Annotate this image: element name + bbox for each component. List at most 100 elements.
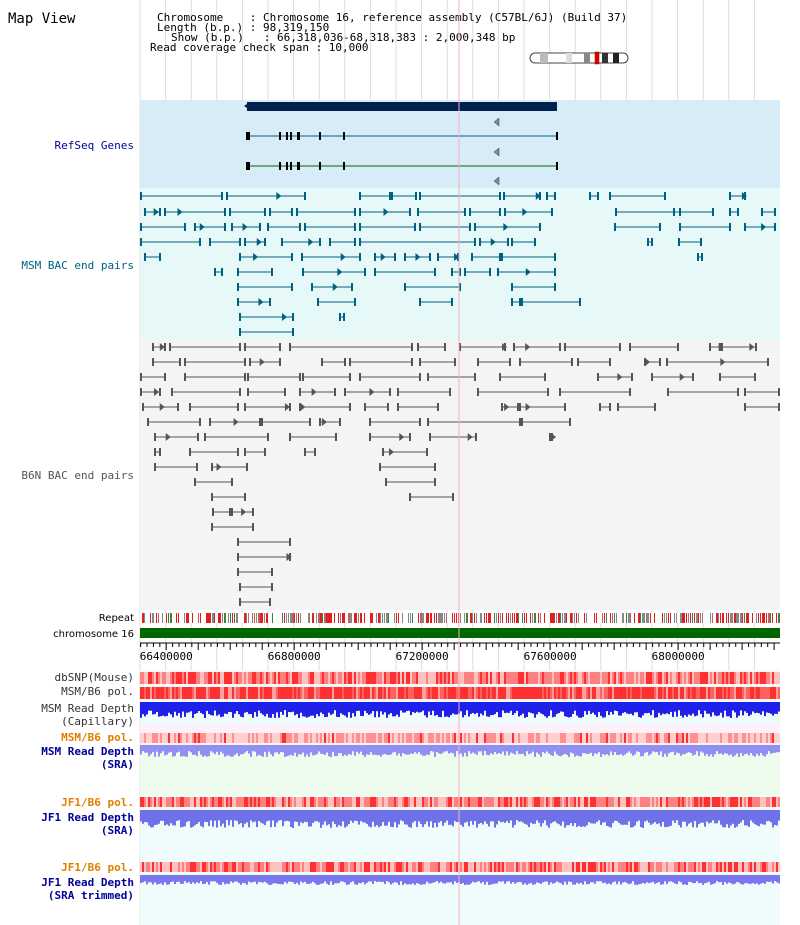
dbsnp-cell	[718, 672, 720, 684]
msm-depth-sra-bar	[514, 745, 516, 755]
label-jf1-pol-2[interactable]: JF1/B6 pol.	[61, 861, 134, 874]
label-msm-depth-cap-2[interactable]: (Capillary)	[61, 715, 134, 728]
msm-pol-1-cell	[270, 687, 272, 699]
jf1-pol-2-cell	[354, 862, 356, 872]
repeat-element	[668, 613, 669, 623]
polymorphism-tracks[interactable]	[140, 672, 780, 872]
msm-depth-sra-bar	[608, 745, 610, 756]
msm-pol-2-cell	[730, 733, 732, 743]
jf1-pol-1-cell	[526, 797, 528, 807]
dbsnp-cell	[594, 672, 596, 684]
msm-depth-sra-bar	[616, 745, 618, 755]
label-jf1-depth-trim-1[interactable]: JF1 Read Depth	[41, 876, 134, 889]
msm-pol-1-cell	[220, 687, 222, 699]
msm-pol-1-cell	[176, 687, 178, 699]
label-msm-depth-sra-1[interactable]: MSM Read Depth	[41, 745, 134, 758]
msm-pol-2-cell	[464, 733, 466, 743]
jf1-depth-trim-bar	[520, 875, 522, 883]
msm-depth-cap-bar	[366, 702, 368, 714]
dbsnp-cell	[300, 672, 302, 684]
msm-bac-track[interactable]	[140, 192, 776, 336]
jf1-pol-1-cell	[584, 797, 586, 807]
label-msm-depth-cap-1[interactable]: MSM Read Depth	[41, 702, 134, 715]
jf1-depth-trim-bar	[572, 875, 574, 885]
jf1-depth-sra-bar	[772, 810, 774, 828]
jf1-pol-1-cell	[294, 797, 296, 807]
label-msm-depth-sra-2[interactable]: (SRA)	[101, 758, 134, 771]
msm-bac-pair-end	[264, 238, 266, 246]
read-depth-tracks[interactable]	[140, 702, 780, 885]
jf1-pol-1-cell	[528, 797, 530, 807]
msm-pol-2-cell	[314, 733, 316, 743]
dbsnp-cell	[710, 672, 712, 684]
dbsnp-cell	[330, 672, 332, 684]
dbsnp-cell	[332, 672, 334, 684]
msm-pol-1-cell	[760, 687, 762, 699]
dbsnp-cell	[418, 672, 420, 684]
msm-depth-cap-bar	[530, 702, 532, 713]
jf1-pol-1-cell	[186, 797, 188, 807]
label-jf1-pol-1[interactable]: JF1/B6 pol.	[61, 796, 134, 809]
b6n-bac-pair-end	[434, 463, 436, 471]
label-msm-pol-1[interactable]: MSM/B6 pol.	[61, 685, 134, 698]
label-dbsnp[interactable]: dbSNP(Mouse)	[55, 671, 134, 684]
jf1-pol-1-cell	[644, 797, 646, 807]
label-jf1-depth-trim-2[interactable]: (SRA trimmed)	[48, 889, 134, 902]
msm-depth-sra-bar	[382, 745, 384, 755]
msm-bac-pair-end	[224, 208, 226, 216]
msm-pol-1-cell	[634, 687, 636, 699]
jf1-pol-2-cell	[552, 862, 554, 872]
jf1-pol-1-cell	[260, 797, 262, 807]
msm-depth-cap-bar	[494, 702, 496, 715]
jf1-pol-1-cell	[276, 797, 278, 807]
repeat-element	[614, 613, 615, 623]
msm-pol-1-cell	[352, 687, 354, 699]
jf1-depth-sra-bar	[636, 810, 638, 822]
msm-depth-sra-bar	[682, 745, 684, 755]
repeat-element	[342, 613, 344, 623]
label-b6n-bac[interactable]: B6N BAC end pairs	[21, 469, 134, 482]
msm-pol-1-cell	[376, 687, 378, 699]
label-refseq[interactable]: RefSeq Genes	[55, 139, 134, 152]
jf1-pol-2-cell	[490, 862, 492, 872]
jf1-pol-1-cell	[384, 797, 386, 807]
label-msm-bac[interactable]: MSM BAC end pairs	[21, 259, 134, 272]
msm-depth-cap-bar	[760, 702, 762, 715]
msm-depth-cap-bar	[684, 702, 686, 716]
b6n-bac-pair-end	[577, 358, 579, 366]
jf1-pol-2-cell	[660, 862, 662, 872]
repeat-element	[210, 613, 211, 623]
repeat-element	[262, 613, 263, 623]
dbsnp-cell	[260, 672, 262, 684]
label-jf1-depth-sra-2[interactable]: (SRA)	[101, 824, 134, 837]
msm-pol-2-cell	[228, 733, 230, 743]
jf1-depth-sra-bar	[146, 810, 148, 823]
jf1-pol-1-cell	[604, 797, 606, 807]
jf1-pol-2-cell	[368, 862, 370, 872]
msm-pol-1-cell	[414, 687, 416, 699]
msm-pol-2-cell	[648, 733, 650, 743]
msm-depth-sra-bar	[154, 745, 156, 757]
msm-pol-1-cell	[766, 687, 768, 699]
jf1-pol-1-cell	[338, 797, 340, 807]
msm-depth-sra-bar	[740, 745, 742, 754]
dbsnp-cell	[730, 672, 732, 684]
label-jf1-depth-sra-1[interactable]: JF1 Read Depth	[41, 811, 134, 824]
msm-depth-sra-bar	[516, 745, 518, 752]
b6n-bac-pair-end	[544, 373, 546, 381]
jf1-depth-sra-bar	[198, 810, 200, 823]
msm-depth-sra-bar	[644, 745, 646, 754]
jf1-depth-trim-bar	[516, 875, 518, 883]
refseq-track[interactable]	[244, 102, 558, 186]
repeat-element	[380, 613, 381, 623]
chromosome-ideogram[interactable]	[529, 51, 629, 65]
msm-pol-2-cell	[162, 733, 164, 743]
label-msm-pol-2[interactable]: MSM/B6 pol.	[61, 731, 134, 744]
jf1-depth-trim-bar	[306, 875, 308, 884]
repeat-track[interactable]	[140, 613, 780, 623]
jf1-pol-2-cell	[252, 862, 254, 872]
b6n-bac-track[interactable]	[140, 343, 780, 606]
msm-pol-2-cell	[698, 733, 700, 743]
jf1-depth-trim-bar	[566, 875, 568, 885]
